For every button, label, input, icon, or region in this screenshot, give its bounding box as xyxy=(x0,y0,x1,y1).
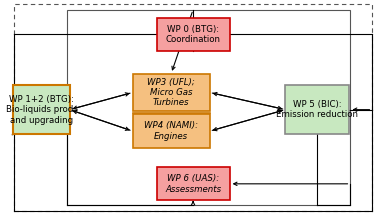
Text: WP 6 (UAS):
Assessments: WP 6 (UAS): Assessments xyxy=(165,174,221,194)
Bar xyxy=(133,114,209,148)
Text: WP 5 (BIC):
Emission reduction: WP 5 (BIC): Emission reduction xyxy=(276,100,358,119)
Bar xyxy=(67,10,350,205)
Text: WP4 (NAMI):
Engines: WP4 (NAMI): Engines xyxy=(144,121,198,141)
Bar xyxy=(156,18,230,51)
Bar xyxy=(156,167,230,200)
Bar xyxy=(133,74,209,111)
Text: WP 0 (BTG):
Coordination: WP 0 (BTG): Coordination xyxy=(165,25,221,44)
Text: WP3 (UFL);
Micro Gas
Turbines: WP3 (UFL); Micro Gas Turbines xyxy=(147,78,195,107)
Bar xyxy=(13,85,70,134)
Text: WP 1+2 (BTG):
Bio-liquids prod.
and upgrading: WP 1+2 (BTG): Bio-liquids prod. and upgr… xyxy=(6,95,76,124)
Bar xyxy=(285,85,349,134)
